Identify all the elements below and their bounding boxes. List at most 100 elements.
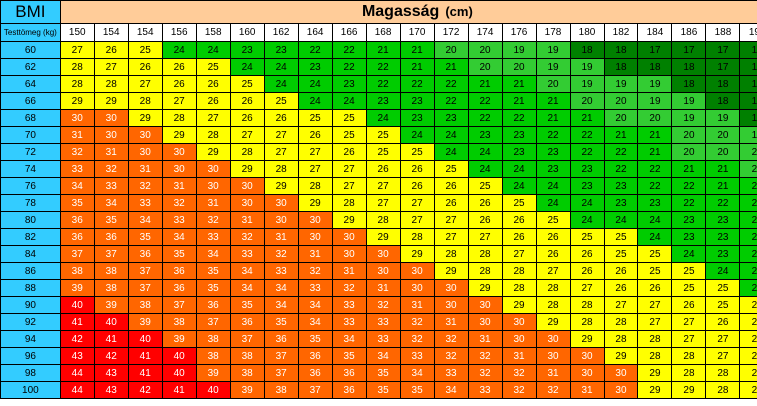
weight-cell[interactable]: 100: [0, 381, 61, 399]
weight-label[interactable]: Testtömeg (kg): [0, 23, 61, 42]
bmi-cell[interactable]: 32: [229, 228, 265, 246]
bmi-cell[interactable]: 23: [399, 109, 435, 127]
bmi-cell[interactable]: 28: [161, 109, 197, 127]
bmi-cell[interactable]: 23: [229, 41, 265, 59]
bmi-cell[interactable]: 24: [263, 75, 299, 93]
bmi-cell[interactable]: 22: [569, 143, 605, 161]
bmi-cell[interactable]: 26: [365, 160, 401, 178]
bmi-cell[interactable]: 20: [603, 92, 639, 110]
bmi-cell[interactable]: 20: [501, 58, 537, 76]
bmi-cell[interactable]: 30: [433, 279, 469, 297]
bmi-cell[interactable]: 32: [297, 262, 333, 280]
bmi-cell[interactable]: 38: [127, 296, 163, 314]
bmi-cell[interactable]: 32: [331, 279, 367, 297]
bmi-cell[interactable]: 22: [467, 109, 503, 127]
bmi-cell[interactable]: 28: [59, 75, 95, 93]
bmi-cell[interactable]: 29: [637, 364, 673, 382]
weight-cell[interactable]: 94: [0, 330, 61, 348]
bmi-cell[interactable]: 27: [365, 177, 401, 195]
bmi-cell[interactable]: 17: [671, 41, 707, 59]
bmi-cell[interactable]: 25: [705, 296, 741, 314]
bmi-cell[interactable]: 42: [59, 330, 95, 348]
bmi-cell[interactable]: 19: [569, 75, 605, 93]
bmi-cell[interactable]: 26: [569, 245, 605, 263]
bmi-cell[interactable]: 31: [467, 330, 503, 348]
bmi-cell[interactable]: 27: [739, 347, 757, 365]
bmi-cell[interactable]: 19: [535, 58, 571, 76]
bmi-cell[interactable]: 41: [127, 347, 163, 365]
bmi-cell[interactable]: 28: [501, 279, 537, 297]
bmi-cell[interactable]: 32: [535, 381, 571, 399]
bmi-cell[interactable]: 37: [297, 381, 333, 399]
bmi-cell[interactable]: 34: [297, 296, 333, 314]
height-cell[interactable]: 178: [535, 23, 571, 42]
weight-cell[interactable]: 68: [0, 109, 61, 127]
bmi-cell[interactable]: 29: [433, 262, 469, 280]
bmi-cell[interactable]: 25: [229, 75, 265, 93]
bmi-cell[interactable]: 27: [195, 109, 231, 127]
bmi-cell[interactable]: 19: [637, 92, 673, 110]
bmi-cell[interactable]: 25: [603, 245, 639, 263]
bmi-cell[interactable]: 39: [59, 279, 95, 297]
bmi-cell[interactable]: 23: [603, 177, 639, 195]
bmi-cell[interactable]: 27: [637, 313, 673, 331]
bmi-cell[interactable]: 19: [637, 75, 673, 93]
bmi-cell[interactable]: 31: [127, 160, 163, 178]
bmi-cell[interactable]: 21: [569, 109, 605, 127]
bmi-cell[interactable]: 28: [569, 313, 605, 331]
bmi-cell[interactable]: 31: [59, 126, 95, 144]
bmi-cell[interactable]: 43: [93, 364, 129, 382]
bmi-cell[interactable]: 34: [433, 381, 469, 399]
bmi-cell[interactable]: 28: [195, 126, 231, 144]
bmi-cell[interactable]: 39: [161, 330, 197, 348]
bmi-cell[interactable]: 30: [229, 194, 265, 212]
bmi-cell[interactable]: 34: [297, 313, 333, 331]
bmi-cell[interactable]: 30: [501, 330, 537, 348]
bmi-cell[interactable]: 20: [739, 160, 757, 178]
bmi-cell[interactable]: 37: [161, 296, 197, 314]
bmi-cell[interactable]: 27: [127, 75, 163, 93]
bmi-cell[interactable]: 26: [637, 279, 673, 297]
bmi-cell[interactable]: 27: [399, 194, 435, 212]
bmi-cell[interactable]: 33: [195, 228, 231, 246]
bmi-cell[interactable]: 36: [59, 228, 95, 246]
bmi-cell[interactable]: 30: [263, 194, 299, 212]
bmi-cell[interactable]: 38: [195, 330, 231, 348]
bmi-cell[interactable]: 28: [501, 262, 537, 280]
bmi-cell[interactable]: 25: [297, 109, 333, 127]
bmi-cell[interactable]: 20: [467, 58, 503, 76]
height-cell[interactable]: 158: [195, 23, 231, 42]
bmi-cell[interactable]: 27: [671, 313, 707, 331]
bmi-cell[interactable]: 31: [93, 143, 129, 161]
bmi-cell[interactable]: 23: [297, 58, 333, 76]
bmi-cell[interactable]: 41: [161, 381, 197, 399]
bmi-cell[interactable]: 21: [739, 194, 757, 212]
bmi-cell[interactable]: 25: [467, 177, 503, 195]
bmi-cell[interactable]: 24: [195, 41, 231, 59]
bmi-cell[interactable]: 21: [535, 109, 571, 127]
bmi-cell[interactable]: 37: [263, 347, 299, 365]
bmi-cell[interactable]: 28: [739, 381, 757, 399]
bmi-cell[interactable]: 23: [433, 109, 469, 127]
bmi-cell[interactable]: 28: [433, 245, 469, 263]
bmi-cell[interactable]: 26: [399, 177, 435, 195]
bmi-cell[interactable]: 22: [603, 143, 639, 161]
bmi-cell[interactable]: 21: [637, 143, 673, 161]
bmi-cell[interactable]: 28: [297, 177, 333, 195]
bmi-cell[interactable]: 22: [637, 177, 673, 195]
bmi-cell[interactable]: 21: [501, 75, 537, 93]
bmi-cell[interactable]: 30: [59, 109, 95, 127]
bmi-cell[interactable]: 24: [161, 41, 197, 59]
bmi-cell[interactable]: 38: [93, 279, 129, 297]
bmi-cell[interactable]: 29: [467, 279, 503, 297]
weight-cell[interactable]: 76: [0, 177, 61, 195]
bmi-cell[interactable]: 22: [331, 41, 367, 59]
weight-cell[interactable]: 66: [0, 92, 61, 110]
bmi-cell[interactable]: 24: [637, 211, 673, 229]
bmi-cell[interactable]: 23: [671, 228, 707, 246]
bmi-cell[interactable]: 22: [535, 126, 571, 144]
bmi-cell[interactable]: 30: [297, 228, 333, 246]
bmi-cell[interactable]: 25: [331, 126, 367, 144]
bmi-cell[interactable]: 39: [93, 296, 129, 314]
bmi-cell[interactable]: 22: [331, 58, 367, 76]
